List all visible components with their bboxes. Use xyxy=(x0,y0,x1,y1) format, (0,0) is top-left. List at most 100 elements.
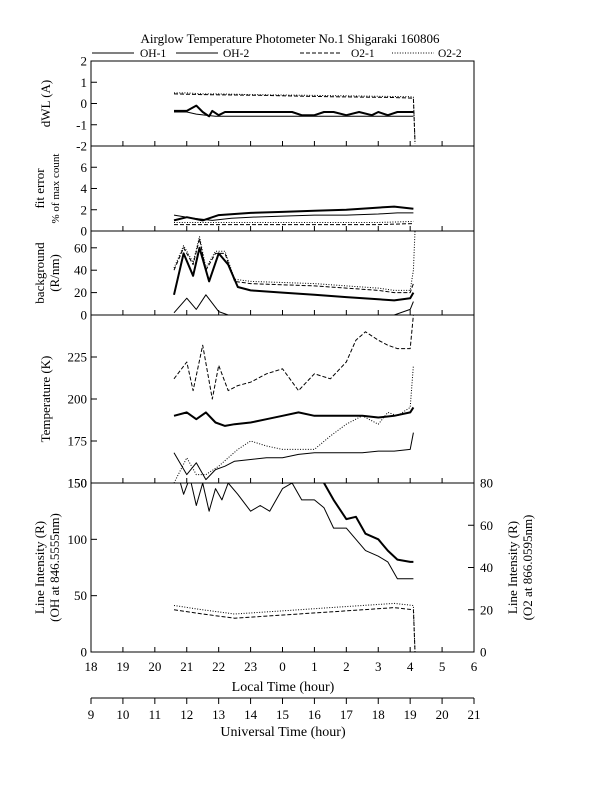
series-temp-oh-1 xyxy=(173,432,414,481)
panel-fit: 0 2 4 6 fit error% of max count xyxy=(32,145,475,239)
ylabel-right-int-0: Line Intensity (R) xyxy=(505,521,520,614)
ylabel-bg-1: (R/nm) xyxy=(47,254,62,292)
chart-title: Airglow Temperature Photometer No.1 Shig… xyxy=(141,31,441,46)
panel-frame-dwl xyxy=(90,60,475,147)
series-fit-o2-1 xyxy=(174,223,414,226)
xtick-label-universal: 21 xyxy=(468,707,481,722)
xtick-label-local: 0 xyxy=(279,659,286,674)
ytick-label-dwl: -2 xyxy=(76,139,87,154)
series-dwl-oh-1 xyxy=(174,111,414,117)
ytick-label-dwl: 0 xyxy=(81,96,88,111)
ytick-right-label-int: 80 xyxy=(480,476,493,491)
xtick-label-local: 18 xyxy=(85,659,98,674)
ytick-label-temp: 150 xyxy=(68,476,88,491)
xtick-label-local: 1 xyxy=(311,659,318,674)
ytick-label-bg: 40 xyxy=(74,263,87,278)
series-fit-o2-2 xyxy=(174,220,414,223)
ytick-label-temp: 200 xyxy=(68,392,88,407)
legend-label-oh-1: OH-1 xyxy=(140,48,166,60)
panel-frame-int xyxy=(90,482,475,653)
xtick-label-universal: 20 xyxy=(436,707,449,722)
ytick-label-fit: 4 xyxy=(81,181,88,196)
ytick-right-label-int: 0 xyxy=(480,645,487,660)
legend-label-oh-2: OH-2 xyxy=(223,48,249,60)
series-dwl-oh-2 xyxy=(174,104,414,118)
xtick-label-universal: 15 xyxy=(276,707,289,722)
xtick-label-universal: 18 xyxy=(372,707,385,722)
series-int-o2-1 xyxy=(173,607,416,652)
series-int-oh-2 xyxy=(174,483,414,563)
xtick-label-universal: 11 xyxy=(149,707,162,722)
ytick-label-dwl: 1 xyxy=(81,75,88,90)
xtick-label-universal: 12 xyxy=(180,707,193,722)
ytick-label-temp: 225 xyxy=(68,350,88,365)
ytick-label-dwl: -1 xyxy=(76,117,87,132)
ylabel-right-int-1: (O2 at 866.0595nm) xyxy=(520,515,535,621)
xtick-label-local: 3 xyxy=(375,659,382,674)
ylabel-fit-0: fit error xyxy=(32,168,47,209)
x-axis-label-universal: Universal Time (hour) xyxy=(220,725,346,740)
x-axes: Local Time (hour) Universal Time (hour) … xyxy=(85,659,481,740)
xtick-label-local: 22 xyxy=(212,659,225,674)
ylabel-bg-0: background xyxy=(32,242,47,304)
legend-label-o2-1: O2-1 xyxy=(351,48,375,60)
xtick-label-universal: 19 xyxy=(404,707,417,722)
panel-frame-fit xyxy=(90,145,475,232)
xtick-label-local: 2 xyxy=(343,659,350,674)
ytick-label-int: 0 xyxy=(81,645,88,660)
xtick-label-local: 19 xyxy=(116,659,129,674)
series-int-o2-2 xyxy=(173,602,416,652)
panels: -2 -1 0 1 2 dWL (A) 0 2 4 6 fit error% of max coun… xyxy=(32,54,535,660)
ytick-label-fit: 6 xyxy=(81,160,88,175)
xtick-label-local: 23 xyxy=(244,659,257,674)
ytick-label-bg: 20 xyxy=(74,285,87,300)
series-fit-oh-1 xyxy=(173,212,414,221)
panel-bg: 0 20 40 60 background (R/nm) xyxy=(32,230,475,323)
ytick-label-int: 150 xyxy=(68,476,88,491)
ytick-label-int: 50 xyxy=(74,588,87,603)
xtick-label-universal: 13 xyxy=(212,707,225,722)
series-bg-oh-2 xyxy=(173,246,415,302)
series-bg-o2-2 xyxy=(173,231,416,291)
xtick-label-local: 21 xyxy=(180,659,193,674)
ytick-label-bg: 60 xyxy=(74,240,87,255)
ytick-label-bg: 0 xyxy=(81,308,88,323)
series-temp-oh-2 xyxy=(173,406,415,427)
ylabel-int-0: Line Intensity (R) xyxy=(32,521,47,614)
series-bg-oh-1 xyxy=(173,294,414,315)
panel-temp: 150 175 200 225 Temperature (K) xyxy=(38,314,475,491)
xtick-label-universal: 14 xyxy=(244,707,258,722)
ylabel-fit-1: % of max count xyxy=(50,154,62,224)
series-int-oh-1 xyxy=(179,483,414,580)
ytick-right-label-int: 20 xyxy=(480,602,493,617)
ytick-label-int: 100 xyxy=(68,532,88,547)
panel-dwl: -2 -1 0 1 2 dWL (A) xyxy=(38,54,475,154)
xtick-label-universal: 9 xyxy=(88,707,95,722)
series-temp-o2-1 xyxy=(173,315,414,400)
xtick-label-local: 20 xyxy=(148,659,161,674)
ylabel-temp-0: Temperature (K) xyxy=(38,356,53,443)
xtick-label-local: 4 xyxy=(407,659,414,674)
legend-label-o2-2: O2-2 xyxy=(438,48,462,60)
xtick-label-local: 6 xyxy=(471,659,478,674)
ytick-label-fit: 0 xyxy=(81,224,88,239)
x-axis-label-local: Local Time (hour) xyxy=(232,680,335,695)
legend: OH-1 OH-2 O2-1 O2-2 xyxy=(92,48,462,60)
xtick-label-universal: 16 xyxy=(308,707,322,722)
xtick-label-universal: 10 xyxy=(116,707,129,722)
series-temp-o2-2 xyxy=(173,365,414,483)
series-bg-o2-1 xyxy=(173,238,414,294)
series-fit-oh-2 xyxy=(173,205,414,222)
ytick-label-dwl: 2 xyxy=(81,54,88,69)
series-dwl-o2-2 xyxy=(174,92,416,144)
xtick-label-local: 5 xyxy=(439,659,446,674)
xtick-label-universal: 17 xyxy=(340,707,354,722)
ylabel-dwl-0: dWL (A) xyxy=(38,80,53,128)
ytick-right-label-int: 60 xyxy=(480,518,493,533)
ytick-right-label-int: 40 xyxy=(480,560,493,575)
ytick-label-temp: 175 xyxy=(68,434,88,449)
ylabel-int-1: (OH at 846.5555nm) xyxy=(47,513,62,622)
panel-frame-bg xyxy=(90,230,475,316)
